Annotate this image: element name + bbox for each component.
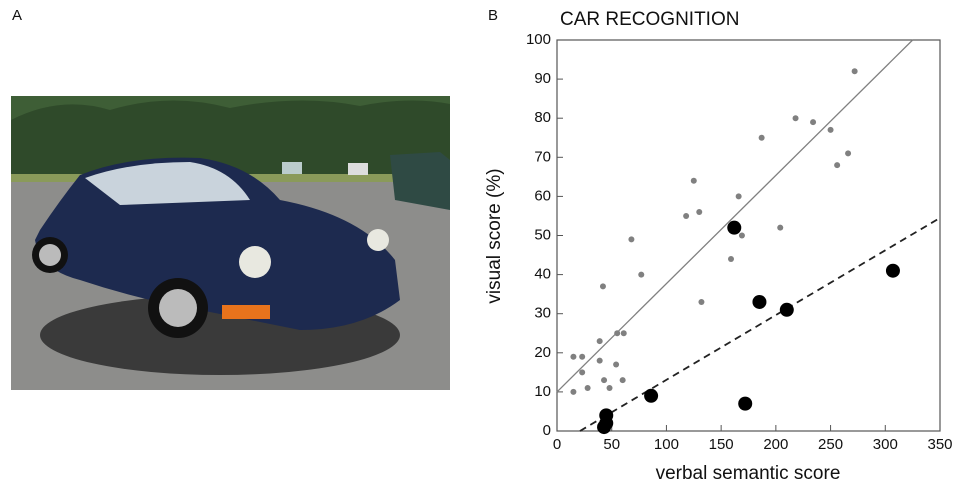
y-tick-label: 50 [534, 226, 551, 243]
plot-frame [556, 39, 941, 432]
data-point [885, 263, 900, 278]
y-tick-label: 40 [534, 266, 551, 283]
x-tick-label: 350 [927, 436, 952, 453]
data-point [601, 377, 608, 384]
y-tick-label: 10 [534, 383, 551, 400]
data-point [738, 232, 745, 239]
data-point [735, 193, 742, 200]
x-tick-label: 250 [818, 436, 843, 453]
data-point [779, 302, 794, 317]
x-tick-label: 50 [603, 436, 620, 453]
y-tick-label: 100 [526, 31, 551, 48]
data-point [584, 384, 591, 391]
data-point [596, 357, 603, 364]
data-point [810, 119, 817, 126]
y-tick-label: 60 [534, 187, 551, 204]
photo [11, 96, 450, 390]
data-point [596, 338, 603, 345]
data-point [827, 126, 834, 133]
data-point [696, 209, 703, 216]
data-point [851, 68, 858, 75]
x-tick-label: 100 [654, 436, 679, 453]
data-point [613, 361, 620, 368]
data-point [599, 283, 606, 290]
y-tick-label: 90 [534, 70, 551, 87]
panel-label: B [488, 7, 498, 24]
data-point [644, 388, 659, 403]
x-tick-label: 0 [553, 436, 561, 453]
data-point [606, 384, 613, 391]
data-point [792, 115, 799, 122]
data-point [570, 388, 577, 395]
data-point [579, 353, 586, 360]
chart-title: CAR RECOGNITION [560, 9, 739, 30]
data-point [638, 271, 645, 278]
y-axis-label: visual score (%) [484, 168, 505, 303]
y-tick-label: 20 [534, 344, 551, 361]
x-axis-label: verbal semantic score [656, 463, 841, 484]
data-point [727, 220, 742, 235]
data-point [738, 396, 753, 411]
y-tick-label: 0 [543, 422, 551, 439]
data-point [614, 330, 621, 337]
data-point [752, 294, 767, 309]
data-point [698, 298, 705, 305]
data-point [597, 420, 612, 435]
x-tick-label: 200 [763, 436, 788, 453]
panel-label: A [12, 7, 22, 24]
y-tick-label: 30 [534, 305, 551, 322]
data-point [758, 134, 765, 141]
data-point [619, 377, 626, 384]
data-point [845, 150, 852, 157]
data-point [683, 212, 690, 219]
y-tick-label: 80 [534, 109, 551, 126]
data-point [727, 255, 734, 262]
x-tick-label: 300 [873, 436, 898, 453]
data-point [777, 224, 784, 231]
x-tick-label: 150 [709, 436, 734, 453]
data-point [690, 177, 697, 184]
data-point [834, 162, 841, 169]
fit-line [579, 217, 941, 432]
data-point [570, 353, 577, 360]
data-point [620, 330, 627, 337]
data-point [579, 369, 586, 376]
data-point [628, 236, 635, 243]
y-tick-label: 70 [534, 148, 551, 165]
